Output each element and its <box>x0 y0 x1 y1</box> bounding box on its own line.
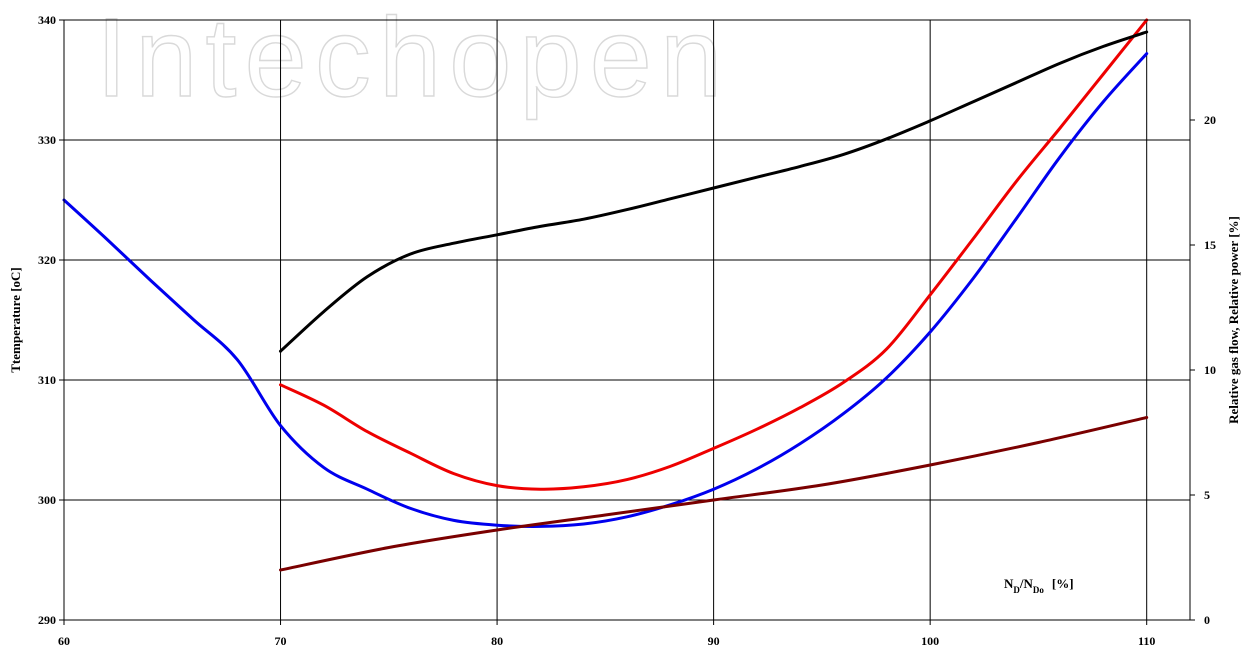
y-tick-label: 300 <box>38 493 56 507</box>
x-label-sub-d: D <box>1013 585 1020 595</box>
x-label-sub-do: Do <box>1033 585 1044 595</box>
x-axis-annotation: ND/NDo [%] <box>1004 576 1074 595</box>
y2-tick-label: 20 <box>1204 113 1216 127</box>
series-layer <box>62 18 1149 572</box>
x-label-n: N <box>1004 576 1014 591</box>
x-label-unit: [%] <box>1052 576 1074 591</box>
tick-labels: 60 70 80 90 100 110 290 300 310 320 330 340 0 5 10 15 20 <box>38 13 1216 648</box>
y-tick-label: 330 <box>38 133 56 147</box>
y2-axis-title: Relative gas flow, Relative power [%] <box>1226 216 1241 424</box>
series-line-4 <box>279 416 1149 572</box>
y-tick-label: 290 <box>38 613 56 627</box>
y-tick-label: 310 <box>38 373 56 387</box>
y2-tick-label: 5 <box>1204 488 1210 502</box>
x-tick-label: 100 <box>921 634 939 648</box>
series-line-3 <box>279 30 1149 353</box>
y-tick-label: 340 <box>38 13 56 27</box>
x-tick-label: 90 <box>708 634 720 648</box>
x-tick-label: 60 <box>58 634 70 648</box>
y2-tick-label: 15 <box>1204 238 1216 252</box>
series-line-1 <box>62 52 1149 528</box>
y-tick-label: 320 <box>38 253 56 267</box>
series-line-2 <box>279 18 1149 491</box>
x-tick-label: 110 <box>1138 634 1155 648</box>
watermark-text: Intechopen <box>96 0 730 120</box>
x-tick-label: 70 <box>275 634 287 648</box>
y2-tick-label: 10 <box>1204 363 1216 377</box>
y2-tick-label: 0 <box>1204 613 1210 627</box>
x-tick-label: 80 <box>491 634 503 648</box>
x-label-mid: /N <box>1019 576 1034 591</box>
y-axis-title: Ttemperature [oC] <box>8 267 23 373</box>
plot-frame <box>63 19 1191 621</box>
